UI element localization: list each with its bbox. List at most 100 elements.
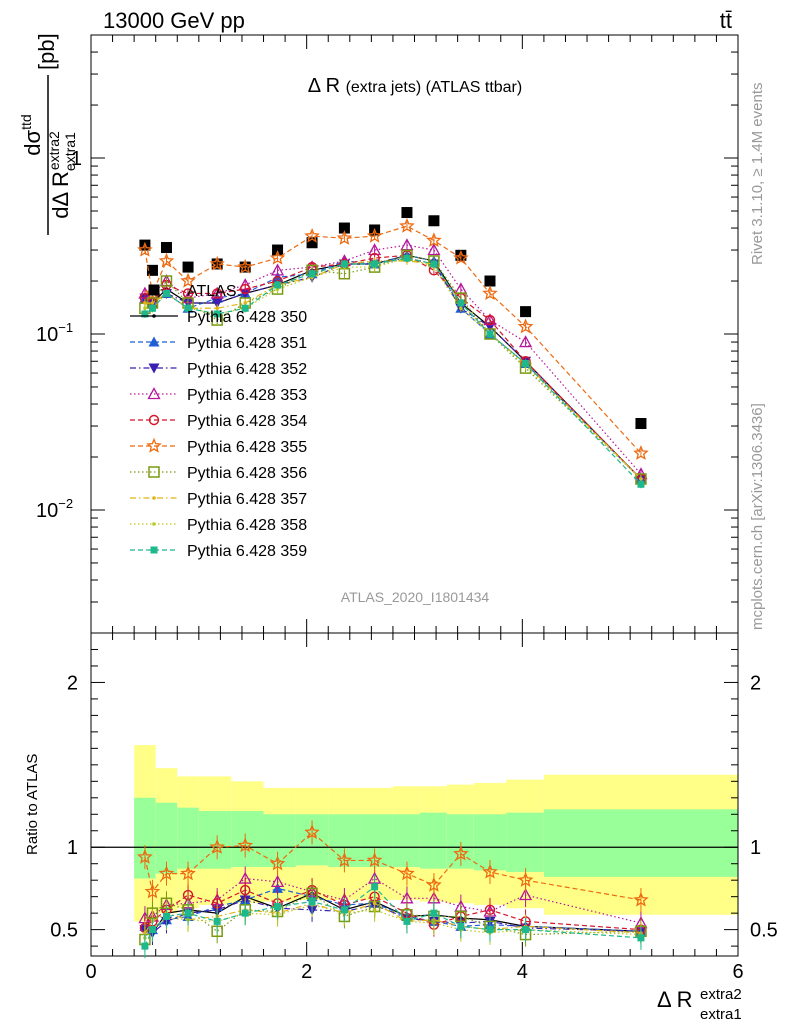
data-point: [520, 306, 532, 318]
y-tick-label: 10−1: [36, 320, 73, 346]
data-point: [399, 218, 415, 233]
y-tick-label: 1: [71, 148, 82, 170]
band-inner: [506, 812, 544, 872]
legend: ATLAS Pythia 6.428 350 Pythia 6.428 351 Pyt…: [130, 283, 307, 560]
ratio-point: [158, 865, 175, 881]
ratio-point: [522, 926, 530, 934]
data-point: [486, 330, 494, 338]
data-point: [430, 260, 438, 268]
ratio-line: [144, 892, 641, 934]
ratio-point: [184, 909, 192, 917]
legend-entry: Pythia 6.428 357: [130, 491, 307, 508]
series-line: [144, 254, 642, 480]
ratio-point: [486, 926, 494, 934]
data-point: [522, 359, 530, 367]
data-point: [428, 215, 440, 227]
data-point: [453, 249, 469, 265]
legend-marker: [152, 314, 156, 318]
band-inner: [392, 814, 420, 868]
data-point: [237, 258, 253, 274]
data-point: [517, 318, 534, 334]
legend-label: Pythia 6.428 352: [187, 361, 307, 378]
y-tick-label: 10−2: [36, 496, 73, 522]
band-inner: [231, 810, 264, 868]
series-pythia-6-428-355: [137, 218, 649, 460]
data-point: [633, 445, 649, 460]
data-point: [269, 249, 286, 265]
legend-entry: Pythia 6.428 352: [130, 361, 307, 378]
header-energy-label: 13000 GeV pp: [103, 8, 245, 33]
ratio-point: [180, 865, 196, 881]
ratio-line: [144, 899, 641, 934]
y-label-numerator: dσttd: [18, 114, 45, 155]
data-point: [143, 306, 147, 311]
data-point: [215, 306, 219, 311]
header-process-label: tt̄: [720, 8, 732, 33]
ratio-point: [426, 876, 442, 892]
ratio-series-layer: [137, 820, 649, 959]
ratio-line: [144, 904, 641, 939]
legend-entry: Pythia 6.428 359: [130, 543, 307, 560]
series-pythia-6-428-359: [141, 254, 645, 489]
legend-label: Pythia 6.428 359: [187, 543, 307, 560]
data-point: [158, 252, 175, 268]
series-line: [144, 260, 642, 480]
y-label-denominator: dΔ Rextra1extra2: [46, 131, 78, 219]
data-point: [366, 227, 383, 243]
data-point: [241, 304, 249, 312]
ratio-series-pythia-6-428-359: [141, 874, 645, 959]
legend-label: ATLAS: [187, 283, 237, 300]
legend-marker: [148, 284, 160, 296]
data-point: [160, 275, 173, 287]
legend-marker: [148, 466, 160, 478]
ratio-point: [237, 837, 253, 853]
main-series-layer: [137, 207, 649, 489]
ratio-point: [209, 839, 225, 854]
legend-marker: [146, 437, 162, 453]
data-point: [518, 335, 533, 348]
legend-marker: [147, 387, 161, 400]
legend-label: Pythia 6.428 357: [187, 491, 307, 508]
data-point: [635, 418, 647, 430]
series-line: [144, 254, 642, 480]
data-point: [371, 260, 379, 268]
ratio-point: [633, 891, 649, 907]
legend-entry: Pythia 6.428 350: [130, 309, 307, 326]
ratio-y-tick-label-right: 0.5: [750, 920, 778, 942]
x-label-main: Δ R: [657, 987, 692, 1012]
ratio-point: [399, 865, 415, 881]
ratio-point: [269, 855, 286, 871]
data-point: [637, 480, 645, 488]
legend-label: Pythia 6.428 351: [187, 335, 307, 352]
legend-entry: ATLAS: [148, 283, 237, 300]
data-point: [160, 242, 172, 254]
ratio-point: [372, 908, 377, 912]
legend-marker: [152, 496, 156, 500]
main-y-axis-label: dσttd dΔ Rextra1extra2 [pb]: [18, 33, 78, 235]
ratio-line: [144, 885, 641, 947]
data-point: [482, 285, 498, 301]
ratio-y-tick-label-right: 1: [750, 837, 761, 859]
data-point: [484, 275, 496, 287]
data-point: [340, 260, 348, 268]
analysis-tag: ATLAS_2020_I1801434: [341, 589, 490, 605]
data-point: [272, 244, 284, 256]
data-point: [304, 227, 320, 243]
data-point: [182, 261, 194, 273]
ratio-axis-ticks: 0.5 0.5 1 1 2 2 0 2 4 6: [50, 633, 778, 983]
ratio-point: [213, 917, 221, 925]
x-label-subscript: extra1: [700, 1006, 742, 1023]
ratio-point: [457, 922, 465, 930]
data-point: [209, 255, 225, 271]
data-point: [459, 306, 463, 311]
legend-entry: Pythia 6.428 358: [130, 517, 307, 534]
ratio-point: [517, 872, 534, 887]
data-point: [308, 270, 316, 278]
data-point: [484, 328, 496, 340]
data-point: [270, 263, 285, 276]
x-tick-label: 6: [732, 961, 743, 983]
legend-label: Pythia 6.428 358: [187, 517, 307, 534]
data-point: [484, 314, 496, 326]
band-inner: [419, 812, 447, 869]
x-tick-label: 2: [301, 961, 312, 983]
